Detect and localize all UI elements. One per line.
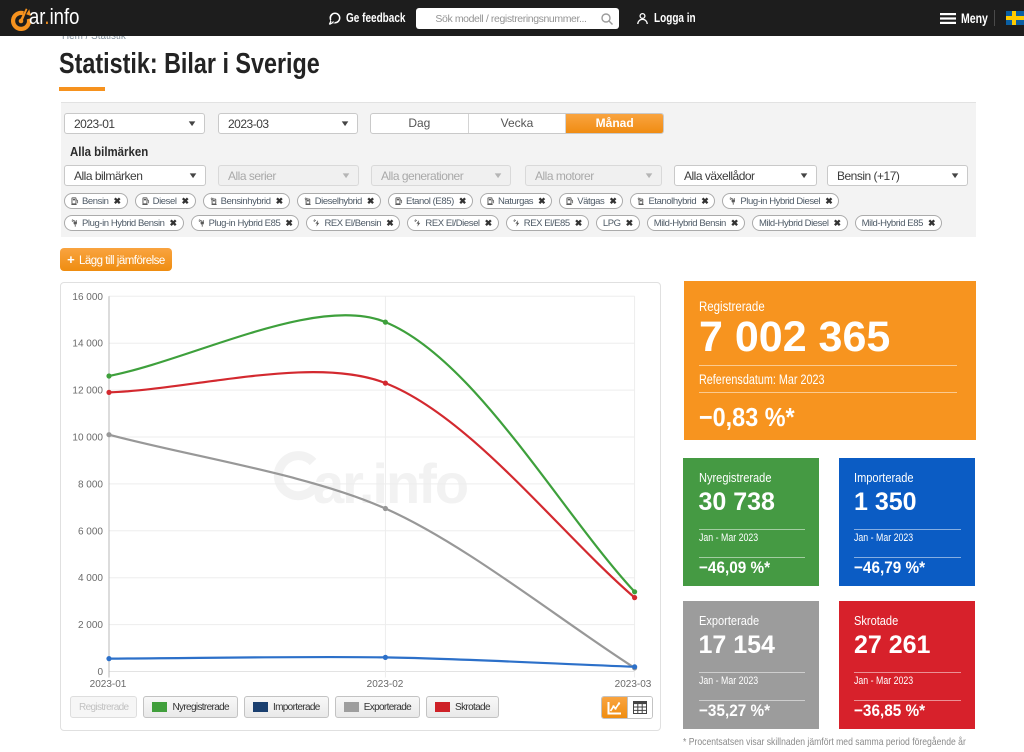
svg-text:0: 0: [97, 667, 103, 678]
svg-text:14 000: 14 000: [72, 339, 103, 350]
svg-text:2023-02: 2023-02: [367, 679, 404, 690]
svg-text:10 000: 10 000: [72, 433, 103, 444]
svg-text:16 000: 16 000: [72, 292, 103, 303]
svg-text:12 000: 12 000: [72, 386, 103, 397]
svg-text:4 000: 4 000: [78, 573, 103, 584]
svg-text:6 000: 6 000: [78, 526, 103, 537]
svg-text:2023-03: 2023-03: [615, 679, 652, 690]
svg-text:8 000: 8 000: [78, 479, 103, 490]
svg-text:2 000: 2 000: [78, 620, 103, 631]
svg-text:2023-01: 2023-01: [90, 679, 127, 690]
